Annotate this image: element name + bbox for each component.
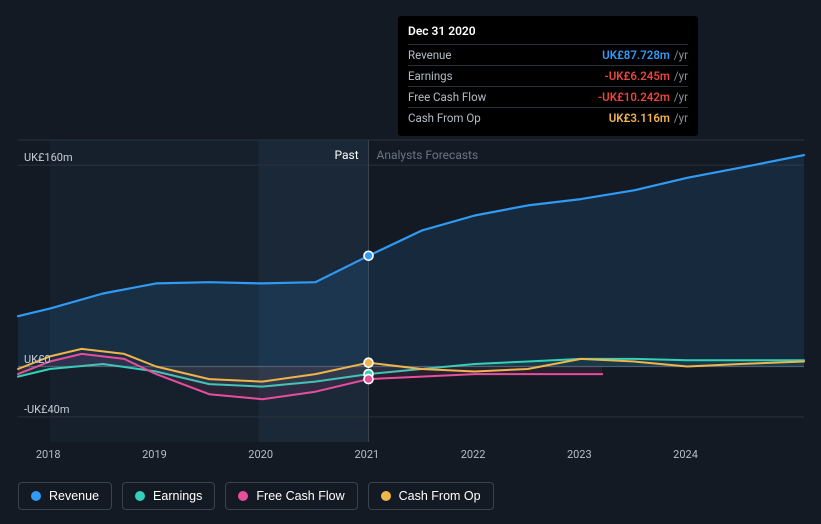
tooltip-metric-unit: /yr [674, 69, 688, 83]
legend-toggle-fcf[interactable]: Free Cash Flow [225, 482, 357, 510]
tooltip-metric-label: Free Cash Flow [408, 90, 598, 104]
legend-label: Free Cash Flow [256, 489, 344, 503]
tooltip-metric-label: Revenue [408, 48, 602, 62]
tooltip-metric-unit: /yr [674, 111, 688, 125]
x-tick-label: 2021 [355, 448, 380, 461]
marker-cfo [364, 358, 373, 367]
y-tick-label: UK£160m [24, 151, 73, 164]
legend-dot-icon [31, 491, 41, 501]
tooltip-metric-value: -UK£10.242m [598, 90, 670, 104]
tooltip-metric-unit: /yr [674, 48, 688, 62]
x-tick-label: 2018 [36, 448, 61, 461]
tooltip-metric-label: Earnings [408, 69, 605, 83]
marker-revenue [364, 251, 373, 260]
legend-toggle-earnings[interactable]: Earnings [122, 482, 215, 510]
tooltip-metric-value: UK£87.728m [602, 48, 670, 62]
tooltip-row: Cash From OpUK£3.116m/yr [408, 107, 688, 128]
tooltip-metric-value: -UK£6.245m [605, 69, 670, 83]
chart-legend: Revenue Earnings Free Cash Flow Cash From O… [18, 482, 494, 510]
legend-label: Cash From Op [399, 489, 481, 503]
legend-dot-icon [381, 491, 391, 501]
chart-tooltip: Dec 31 2020 RevenueUK£87.728m/yrEarnings… [398, 16, 698, 136]
past-label: Past [335, 148, 359, 162]
legend-dot-icon [135, 491, 145, 501]
forecast-label: Analysts Forecasts [377, 148, 479, 162]
legend-toggle-revenue[interactable]: Revenue [18, 482, 112, 510]
x-tick-label: 2020 [248, 448, 273, 461]
tooltip-row: Earnings-UK£6.245m/yr [408, 65, 688, 86]
x-tick-label: 2023 [567, 448, 592, 461]
marker-fcf [364, 375, 373, 384]
financial-forecast-chart: UK£160m UK£0 -UK£40m 2018 2019 2020 2021 2022 2… [0, 0, 821, 524]
tooltip-row: Free Cash Flow-UK£10.242m/yr [408, 86, 688, 107]
legend-label: Earnings [153, 489, 202, 503]
legend-label: Revenue [49, 489, 99, 503]
y-tick-label: -UK£40m [24, 403, 69, 416]
tooltip-date: Dec 31 2020 [408, 24, 688, 38]
y-tick-label: UK£0 [24, 353, 51, 366]
legend-toggle-cfo[interactable]: Cash From Op [368, 482, 494, 510]
tooltip-metric-unit: /yr [674, 90, 688, 104]
x-tick-label: 2019 [142, 448, 167, 461]
tooltip-row: RevenueUK£87.728m/yr [408, 44, 688, 65]
x-tick-label: 2024 [673, 448, 698, 461]
tooltip-metric-label: Cash From Op [408, 111, 609, 125]
tooltip-metric-value: UK£3.116m [609, 111, 670, 125]
x-tick-label: 2022 [461, 448, 486, 461]
legend-dot-icon [238, 491, 248, 501]
